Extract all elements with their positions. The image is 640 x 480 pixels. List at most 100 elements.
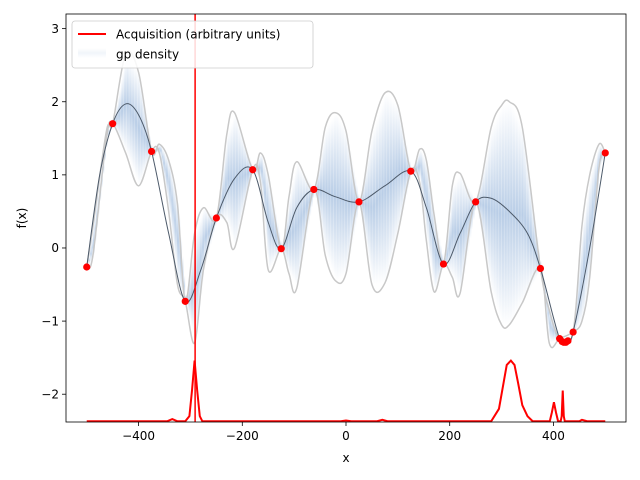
gp-density-strip <box>481 172 484 238</box>
observation-point <box>109 120 117 128</box>
gp-density-strip <box>166 155 169 196</box>
gp-density-strip <box>259 155 262 181</box>
gp-density-strip <box>397 105 400 234</box>
gp-density-strip <box>292 182 295 280</box>
gp-density-strip <box>553 321 556 342</box>
gp-density-strip <box>203 207 206 270</box>
gp-density-strip <box>169 162 172 216</box>
gp-density-strip <box>296 161 299 289</box>
gp-density-strip <box>424 156 427 223</box>
acquisition-line <box>86 359 606 422</box>
gp-density-strip <box>284 227 287 259</box>
gp-density-strip <box>514 111 517 316</box>
gp-density-strip <box>467 187 470 248</box>
gp-density-strip <box>299 166 302 271</box>
gp-density-strip <box>374 123 377 285</box>
gp-density-strip <box>584 208 587 307</box>
gp-density-strip <box>446 241 449 268</box>
gp-density-strip <box>211 213 214 239</box>
gp-density-strip <box>172 178 175 242</box>
gp-density-strip <box>341 123 344 277</box>
observation-point <box>536 264 545 273</box>
gp-density-strip <box>225 147 228 222</box>
x-axis-label: x <box>342 451 349 465</box>
observation-point <box>564 337 572 345</box>
gp-density-strip <box>302 171 305 253</box>
observation-point <box>439 260 448 268</box>
gp-density-strip <box>240 132 243 222</box>
gp-density-strip <box>422 154 425 210</box>
gp-density-strip <box>334 114 337 278</box>
gp-density-strip <box>114 112 117 129</box>
observation-point <box>569 328 577 336</box>
gp-density-strip <box>273 204 276 262</box>
gp-density-strip <box>108 128 111 134</box>
gp-density-strip <box>117 95 120 136</box>
gp-density-strip <box>590 171 593 266</box>
y-tick-label: 1 <box>51 168 59 182</box>
gp-density-strip <box>264 163 267 224</box>
gp-density-strip <box>190 259 193 327</box>
gp-density-strip <box>229 125 232 233</box>
gp-density-strip <box>256 161 259 176</box>
gp-density-strip <box>593 161 596 229</box>
gp-density-strip <box>495 117 498 307</box>
gp-density-strip <box>382 100 385 284</box>
gp-density-strip <box>579 250 582 324</box>
gp-density-strip <box>383 96 386 284</box>
gp-density-strip <box>128 58 131 161</box>
gp-density-strip <box>176 201 179 281</box>
gp-density-strip <box>486 149 489 265</box>
gp-density-strip <box>530 187 533 289</box>
gp-density-strip <box>394 102 397 246</box>
gp-density-strip <box>147 126 150 163</box>
gp-density-strip <box>444 254 447 266</box>
gp-density-strip <box>484 157 487 256</box>
gp-density-strip <box>106 130 109 138</box>
gp-density-strip <box>248 156 251 188</box>
gp-density-strip <box>209 212 212 245</box>
gp-density-strip <box>234 112 237 248</box>
gp-density-strip <box>458 175 461 291</box>
gp-density-strip <box>581 232 584 322</box>
gp-density-strip <box>175 193 178 268</box>
gp-density-strip <box>290 189 293 277</box>
gp-density-strip <box>348 142 351 263</box>
gp-density-strip <box>390 97 393 264</box>
gp-density-strip <box>517 118 520 311</box>
gp-density-strip <box>92 226 95 256</box>
observation-point <box>355 198 363 206</box>
gp-density-strip <box>550 312 553 343</box>
y-tick-label: 2 <box>51 95 59 109</box>
gp-density-strip <box>131 62 134 169</box>
gp-density-strip <box>116 104 119 132</box>
gp-density-strip <box>469 190 472 239</box>
gp-density-strip <box>533 212 536 283</box>
gp-density-strip <box>130 60 133 165</box>
gp-density-strip <box>503 104 506 325</box>
gp-density-strip <box>189 271 192 320</box>
gp-density-strip <box>231 121 234 238</box>
gp-density-strip <box>528 175 531 292</box>
gp-density-strip <box>480 179 483 229</box>
gp-density-strip <box>377 114 380 284</box>
gp-density-strip <box>274 213 277 259</box>
gp-density-strip <box>455 180 458 284</box>
legend-gp-density-swatch <box>78 48 106 58</box>
gp-density-strip <box>418 153 421 181</box>
gp-density-strip <box>200 216 203 296</box>
gp-density-strip <box>326 125 329 258</box>
gp-density-strip <box>173 186 176 255</box>
legend-gp-density-label: gp density <box>116 48 179 62</box>
gp-density-strip <box>242 137 245 215</box>
gp-density-strip <box>136 69 139 181</box>
plot-area <box>83 14 609 422</box>
gp-density-strip <box>380 105 383 284</box>
gp-density-strip <box>257 158 260 179</box>
gp-density-strip <box>450 199 453 275</box>
gp-density-strip <box>491 127 494 292</box>
gp-density-strip <box>447 227 450 271</box>
gp-density-strip <box>512 108 515 319</box>
gp-density-strip <box>536 236 539 277</box>
